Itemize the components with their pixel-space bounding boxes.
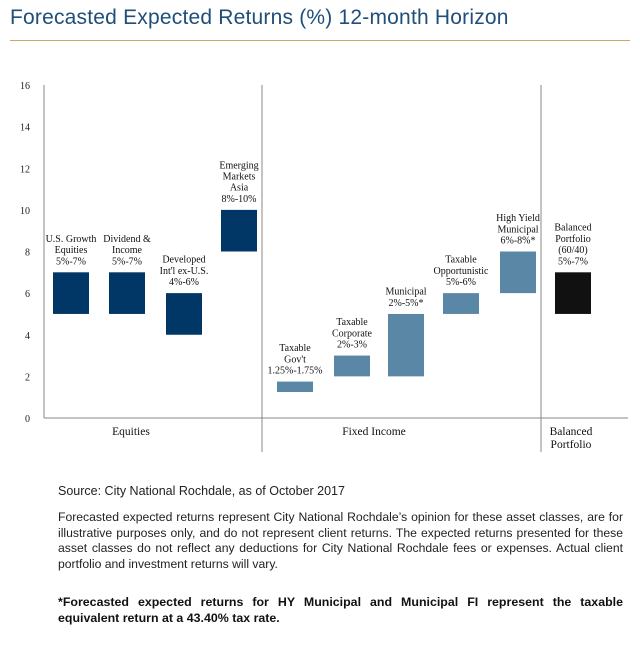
bar-label: 6%-8%* [501, 236, 536, 247]
y-tick-label: 12 [20, 164, 30, 175]
bar-label: 2%-5%* [389, 298, 424, 309]
tax-footnote: *Forecasted expected returns for HY Muni… [58, 595, 623, 625]
bar-label: Int'l ex-U.S. [160, 266, 209, 277]
y-tick-label: 14 [20, 123, 30, 134]
y-tick-label: 0 [25, 414, 30, 425]
bar-label: Portfolio [555, 234, 591, 245]
bar-label: 5%-7% [558, 256, 588, 267]
bar-range [334, 355, 370, 377]
bar-label: Municipal [497, 224, 538, 235]
bar-label: Taxable [279, 343, 311, 354]
bar-label: Corporate [332, 328, 373, 339]
bar-label: Developed [162, 255, 205, 266]
group-label: Fixed Income [342, 426, 406, 438]
y-tick-label: 6 [25, 289, 30, 300]
y-tick-label: 8 [25, 248, 30, 259]
bar-range [221, 209, 257, 252]
bar-label: 8%-10% [222, 194, 257, 205]
bar-label: Opportunistic [434, 266, 490, 277]
bar-range [109, 272, 145, 314]
group-label: Equities [112, 426, 150, 438]
bar-label: 2%-3% [337, 340, 367, 351]
bar-label: 5%-7% [112, 256, 142, 267]
bar-label: Income [112, 245, 143, 256]
y-tick-label: 2 [25, 372, 30, 383]
bar-label: High Yield [496, 213, 540, 224]
bar-label: Asia [230, 183, 249, 194]
bar-label: Dividend & [103, 234, 151, 245]
bar-label: 5%-7% [56, 256, 86, 267]
bar-label: (60/40) [558, 245, 587, 256]
source-note: Source: City National Rochdale, as of Oc… [58, 484, 345, 498]
y-tick-label: 10 [20, 206, 30, 217]
bar-label: Taxable [336, 317, 368, 328]
bar-label: 4%-6% [169, 277, 199, 288]
chart-title: Forecasted Expected Returns (%) 12-month… [10, 6, 509, 29]
bar-label: Emerging [219, 160, 258, 171]
bar-label: Balanced [554, 223, 591, 234]
bar-label: Markets [223, 171, 256, 182]
bar-label: Taxable [445, 255, 477, 266]
group-label: Balanced [550, 426, 593, 438]
title-divider [10, 40, 630, 41]
bar-label: 1.25%-1.75% [268, 366, 323, 377]
bar-label: Municipal [385, 287, 426, 298]
disclaimer-text: Forecasted expected returns represent Ci… [58, 510, 623, 571]
bar-range [53, 272, 89, 314]
bar-range [555, 272, 591, 314]
bar-label: Equities [55, 245, 88, 256]
bar-range [443, 293, 479, 314]
y-tick-label: 16 [20, 81, 30, 92]
y-tick-label: 4 [25, 331, 30, 342]
bar-label: 5%-6% [446, 277, 476, 288]
bar-range [277, 381, 313, 392]
bar-range [166, 293, 202, 335]
bar-label: U.S. Growth [46, 234, 97, 245]
bar-range [500, 251, 536, 294]
bar-range [388, 313, 424, 377]
bar-label: Gov't [284, 354, 306, 365]
group-label: Portfolio [551, 439, 592, 451]
